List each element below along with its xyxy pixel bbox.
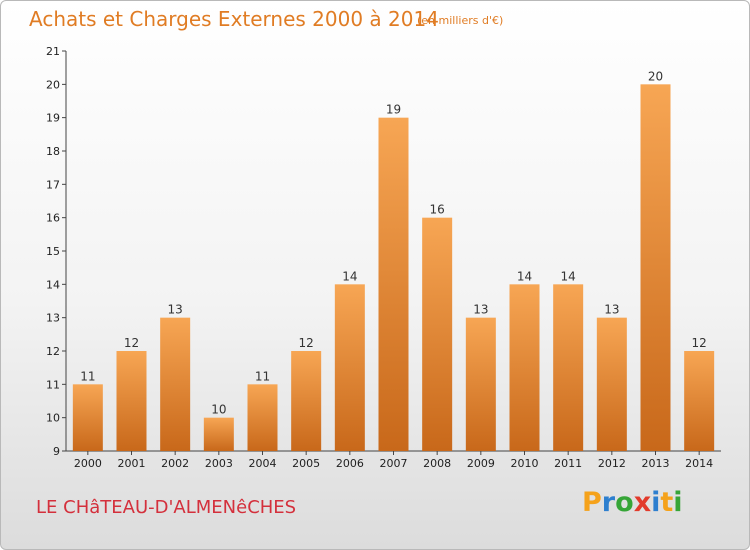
y-tick-label: 21 — [46, 45, 60, 58]
x-tick-label: 2014 — [685, 457, 713, 470]
logo-letter: i — [673, 487, 683, 518]
data-label: 14 — [561, 269, 576, 283]
bar — [640, 84, 671, 451]
axis-layer: 9 10 11 12 13 14 15 16 17 18 19 20 21 2000 2001 2002 200… — [46, 45, 721, 470]
data-label: 13 — [604, 303, 619, 317]
y-tick-label: 10 — [46, 412, 60, 425]
x-tick-label: 2000 — [74, 457, 102, 470]
x-tick-label: 2008 — [423, 457, 451, 470]
y-tick-label: 13 — [46, 312, 60, 325]
x-tick-label: 2007 — [380, 457, 408, 470]
bar — [72, 384, 103, 451]
y-tick-label: 12 — [46, 345, 60, 358]
data-label: 12 — [299, 336, 314, 350]
bar — [334, 284, 365, 451]
label-layer: 11 12 13 10 11 12 14 19 16 13 14 14 13 20 12 — [80, 69, 707, 416]
bar — [116, 351, 147, 451]
y-tick-label: 16 — [46, 212, 60, 225]
chart-title: Achats et Charges Externes 2000 à 2014 — [29, 7, 439, 31]
bar — [203, 417, 234, 451]
data-label: 16 — [430, 203, 445, 217]
data-label: 19 — [386, 103, 401, 117]
y-tick-label: 9 — [53, 445, 60, 458]
y-tick-label: 14 — [46, 278, 60, 291]
x-tick-label: 2004 — [249, 457, 277, 470]
y-tick-label: 18 — [46, 145, 60, 158]
y-tick-label: 19 — [46, 112, 60, 125]
x-tick-label: 2006 — [336, 457, 364, 470]
bar — [596, 317, 627, 451]
y-tick-label: 15 — [46, 245, 60, 258]
bar — [509, 284, 540, 451]
data-label: 12 — [692, 336, 707, 350]
bar-layer — [72, 84, 715, 452]
data-label: 11 — [255, 369, 270, 383]
x-tick-label: 2005 — [292, 457, 320, 470]
x-tick-label: 2002 — [161, 457, 189, 470]
data-label: 20 — [648, 69, 663, 83]
bar — [465, 317, 496, 451]
logo-letter: r — [601, 487, 616, 518]
proxiti-logo: Proxiti — [582, 487, 683, 518]
bar — [291, 351, 322, 451]
bar — [422, 217, 453, 451]
bar — [684, 351, 715, 451]
data-label: 10 — [211, 403, 226, 417]
bar — [160, 317, 191, 451]
x-tick-label: 2012 — [598, 457, 626, 470]
data-label: 12 — [124, 336, 139, 350]
y-tick-label: 17 — [46, 178, 60, 191]
bar — [378, 117, 409, 452]
data-label: 13 — [473, 303, 488, 317]
bar — [553, 284, 584, 451]
commune-name: LE CHâTEAU-D'ALMENêCHES — [36, 497, 297, 518]
data-label: 13 — [168, 303, 183, 317]
logo-letter: x — [633, 487, 652, 518]
x-tick-label: 2001 — [118, 457, 146, 470]
x-tick-label: 2009 — [467, 457, 495, 470]
logo-letter: o — [615, 487, 634, 518]
y-tick-label: 20 — [46, 78, 60, 91]
x-tick-label: 2003 — [205, 457, 233, 470]
y-tick-label: 11 — [46, 378, 60, 391]
logo-letter: i — [651, 487, 661, 518]
x-tick-label: 2010 — [511, 457, 539, 470]
x-tick-label: 2013 — [642, 457, 670, 470]
unit-note: (en milliers d'€) — [417, 14, 504, 27]
data-label: 14 — [517, 269, 532, 283]
logo-letter: P — [582, 487, 602, 518]
logo-letter: t — [660, 487, 674, 518]
data-label: 14 — [342, 269, 357, 283]
bar — [247, 384, 278, 451]
x-tick-label: 2011 — [554, 457, 582, 470]
data-label: 11 — [80, 369, 95, 383]
